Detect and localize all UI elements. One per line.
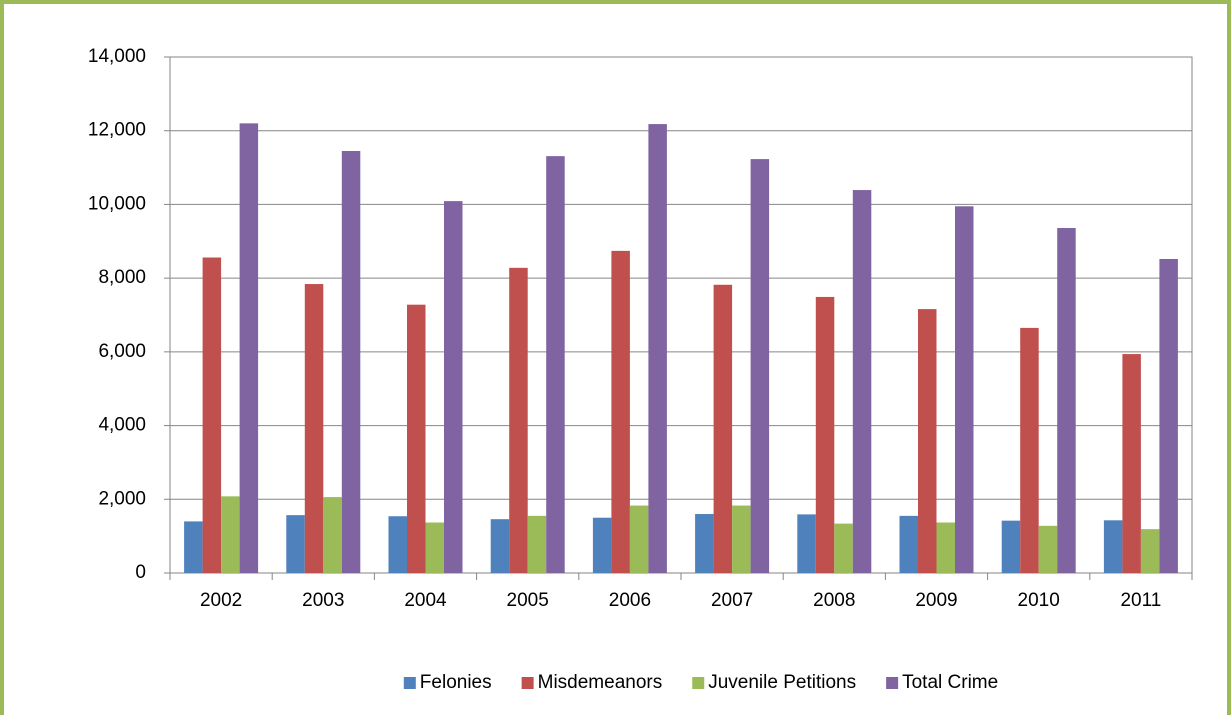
y-tick-label: 12,000: [88, 120, 146, 141]
x-tick-label: 2011: [1120, 590, 1161, 611]
bar: [815, 296, 835, 573]
bar: [1057, 228, 1076, 573]
legend-label: Total Crime: [902, 672, 998, 693]
bar: [304, 284, 324, 573]
bar: [695, 514, 714, 573]
legend-swatch: [692, 677, 705, 689]
bar: [1103, 520, 1123, 573]
bar: [202, 257, 222, 573]
bar: [341, 150, 361, 573]
bar: [221, 496, 240, 573]
y-tick-label: 0: [135, 562, 146, 583]
bar: [611, 250, 630, 573]
bar: [425, 522, 444, 573]
bar: [527, 515, 547, 573]
y-tick-label: 14,000: [88, 46, 146, 67]
bar: [1140, 529, 1160, 573]
bar: [713, 284, 733, 573]
bar: [323, 497, 342, 573]
legend-label: Felonies: [420, 672, 492, 693]
x-tick-label: 2003: [302, 590, 344, 611]
bar: [490, 519, 510, 573]
bar: [1159, 258, 1178, 573]
bar: [407, 304, 426, 573]
bar: [1020, 327, 1039, 573]
bar: [955, 206, 974, 573]
bar: [750, 159, 770, 573]
bar: [899, 515, 918, 573]
bar: [629, 505, 649, 573]
bar: [797, 514, 816, 573]
y-tick-label: 6,000: [98, 341, 146, 362]
bar: [648, 124, 667, 573]
bar: [546, 156, 565, 573]
x-tick-label: 2005: [507, 590, 549, 611]
bar: [732, 505, 751, 573]
bar: [592, 517, 612, 573]
legend-label: Juvenile Petitions: [708, 672, 856, 693]
bar: [1122, 354, 1141, 573]
x-tick-label: 2008: [813, 590, 855, 611]
bar: [444, 201, 463, 573]
bar: [509, 267, 528, 573]
x-tick-label: 2007: [711, 590, 753, 611]
bar: [286, 515, 305, 573]
bar: [852, 190, 872, 573]
x-tick-label: 2002: [200, 590, 242, 611]
legend-swatch: [886, 677, 899, 689]
x-tick-label: 2010: [1018, 590, 1060, 611]
legend-swatch: [403, 677, 416, 689]
y-tick-label: 10,000: [88, 193, 146, 214]
bar: [184, 521, 203, 573]
bar: [936, 522, 955, 573]
bar: [1001, 520, 1021, 573]
x-tick-label: 2006: [609, 590, 651, 611]
y-tick-label: 4,000: [98, 415, 146, 436]
legend-swatch: [521, 677, 534, 689]
bar: [388, 516, 407, 573]
y-tick-label: 8,000: [98, 267, 146, 288]
bar: [1038, 525, 1058, 573]
bar: [239, 123, 259, 573]
x-tick-label: 2009: [915, 590, 957, 611]
bar: [918, 309, 937, 573]
legend-label: Misdemeanors: [538, 672, 663, 693]
y-tick-label: 2,000: [98, 488, 146, 509]
bar: [834, 523, 853, 573]
x-tick-label: 2004: [404, 590, 447, 611]
